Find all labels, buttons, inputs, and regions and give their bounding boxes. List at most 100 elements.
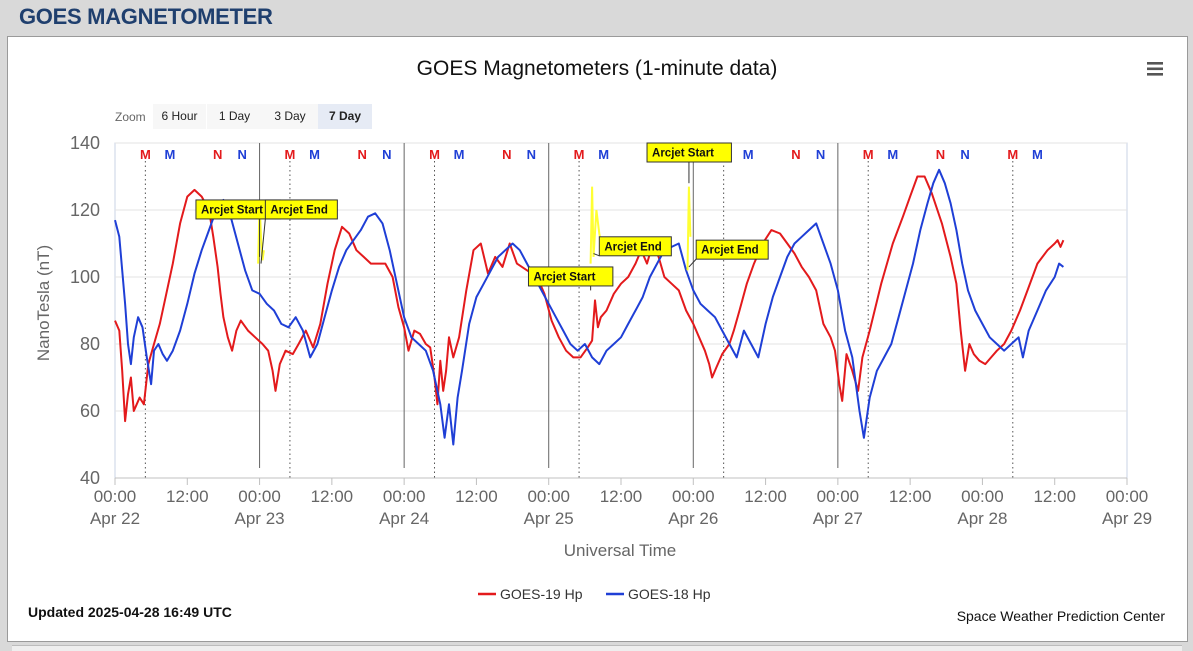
annotation-box xyxy=(598,236,672,257)
x-tick-time-label: 12:00 xyxy=(1033,487,1076,506)
chart-title: GOES Magnetometers (1-minute data) xyxy=(417,57,778,80)
credit-text: Space Weather Prediction Center xyxy=(957,608,1166,624)
annotation-text: Arcjet Start xyxy=(652,148,714,160)
y-tick-label: 120 xyxy=(70,200,100,220)
zoom-label: Zoom xyxy=(115,110,146,124)
annotation-pointer xyxy=(688,258,697,268)
updated-timestamp: Updated 2025-04-28 16:49 UTC xyxy=(28,604,232,620)
x-tick-time-label: 12:00 xyxy=(166,487,209,506)
x-tick-time-label: 00:00 xyxy=(527,487,570,506)
page-title: GOES MAGNETOMETER xyxy=(19,4,273,29)
legend-label: GOES-18 Hp xyxy=(628,586,711,602)
y-tick-label: 140 xyxy=(70,133,100,153)
annotation-box xyxy=(695,239,769,260)
event-marker-m: M xyxy=(429,147,440,162)
legend-item-goes-18-hp[interactable]: GOES-18 Hp xyxy=(606,586,711,602)
x-tick-time-label: 12:00 xyxy=(311,487,354,506)
event-marker-n: N xyxy=(213,147,222,162)
y-tick-label: 80 xyxy=(80,334,100,354)
zoom-button-label: 3 Day xyxy=(274,109,305,123)
annotation-arcjet-start: Arcjet Start xyxy=(646,142,732,184)
series-line-goes-18-hp xyxy=(114,168,1065,446)
x-tick-date-label: Apr 26 xyxy=(668,509,718,528)
event-marker-n: N xyxy=(816,147,825,162)
annotation-text: Arcjet Start xyxy=(533,271,595,283)
x-tick-date-label: Apr 28 xyxy=(957,509,1007,528)
y-tick-label: 100 xyxy=(70,267,100,287)
annotation-text: Arcjet End xyxy=(701,245,759,257)
event-marker-m: M xyxy=(574,147,585,162)
event-marker-m: M xyxy=(1032,147,1043,162)
annotation-box xyxy=(527,266,614,287)
x-tick-date-label: Apr 25 xyxy=(524,509,574,528)
x-tick-time-label: 12:00 xyxy=(744,487,787,506)
zoom-button-label: 1 Day xyxy=(219,109,250,123)
event-marker-m: M xyxy=(309,147,320,162)
zoom-button-1-day[interactable]: 1 Day xyxy=(207,104,262,129)
event-marker-m: M xyxy=(140,147,151,162)
event-marker-m: M xyxy=(285,147,296,162)
arcjet-segment xyxy=(589,186,604,264)
zoom-button-label: 6 Hour xyxy=(161,109,197,123)
x-tick-date-label: Apr 22 xyxy=(90,509,140,528)
zoom-button-7-day[interactable]: 7 Day xyxy=(318,104,372,129)
y-axis-label: NanoTesla (nT) xyxy=(34,245,53,361)
x-tick-date-label: Apr 27 xyxy=(813,509,863,528)
x-tick-date-label: Apr 24 xyxy=(379,509,429,528)
x-axis-label: Universal Time xyxy=(564,541,676,560)
event-marker-n: N xyxy=(382,147,391,162)
x-tick-time-label: 12:00 xyxy=(889,487,932,506)
annotation-box xyxy=(646,142,732,163)
horizontal-scrollbar[interactable] xyxy=(12,645,1182,651)
zoom-button-6-hour[interactable]: 6 Hour xyxy=(153,104,206,129)
annotation-arcjet-start: Arcjet Start xyxy=(527,266,614,291)
legend: GOES-19 Hp GOES-18 Hp xyxy=(478,586,711,602)
event-marker-m: M xyxy=(1007,147,1018,162)
annotation-text: Arcjet Start xyxy=(201,204,263,216)
legend-item-goes-19-hp[interactable]: GOES-19 Hp xyxy=(478,586,583,602)
event-marker-n: N xyxy=(936,147,945,162)
annotation-arcjet-end: Arcjet End xyxy=(593,236,672,257)
arcjet-segment xyxy=(686,186,692,271)
plot-area: 40 60 80 100 120 140 00:00 Apr 22 12:00 00:00 Apr … xyxy=(70,133,1152,528)
annotation-arcjet-end: Arcjet End xyxy=(260,199,338,264)
event-marker-m: M xyxy=(887,147,898,162)
x-tick-time-label: 12:00 xyxy=(455,487,498,506)
y-tick-label: 40 xyxy=(80,468,100,488)
y-tick-label: 60 xyxy=(80,401,100,421)
zoom-button-3-day[interactable]: 3 Day xyxy=(262,104,318,129)
x-tick-time-label: 00:00 xyxy=(1106,487,1149,506)
hamburger-menu-icon[interactable] xyxy=(1144,58,1166,80)
event-marker-n: N xyxy=(358,147,367,162)
page-header: GOES MAGNETOMETER xyxy=(0,0,1193,36)
annotation-arcjet-start: Arcjet Start xyxy=(195,199,281,257)
event-marker-m: M xyxy=(743,147,754,162)
annotation-pointer xyxy=(593,253,600,257)
annotation-arcjet-end: Arcjet End xyxy=(688,239,769,268)
event-marker-m: M xyxy=(598,147,609,162)
annotation-text: Arcjet End xyxy=(270,204,328,216)
zoom-button-group: 6 Hour 1 Day 3 Day 7 Day xyxy=(153,104,372,129)
x-tick-time-label: 00:00 xyxy=(383,487,426,506)
event-marker-m: M xyxy=(165,147,176,162)
annotation-box xyxy=(264,199,338,220)
series-line-goes-19-hp xyxy=(114,175,1065,423)
event-marker-n: N xyxy=(791,147,800,162)
event-marker-n: N xyxy=(960,147,969,162)
x-tick-date-label: Apr 29 xyxy=(1102,509,1152,528)
event-marker-n: N xyxy=(502,147,511,162)
event-marker-m: M xyxy=(454,147,465,162)
x-tick-time-label: 00:00 xyxy=(238,487,281,506)
x-tick-time-label: 00:00 xyxy=(672,487,715,506)
event-marker-n: N xyxy=(527,147,536,162)
x-tick-time-label: 00:00 xyxy=(817,487,860,506)
x-tick-date-label: Apr 23 xyxy=(235,509,285,528)
event-marker-m: M xyxy=(863,147,874,162)
event-marker-n: N xyxy=(238,147,247,162)
annotation-text: Arcjet End xyxy=(604,241,662,253)
annotation-pointer xyxy=(260,218,266,264)
x-tick-time-label: 00:00 xyxy=(94,487,137,506)
x-tick-time-label: 12:00 xyxy=(600,487,643,506)
legend-label: GOES-19 Hp xyxy=(500,586,583,602)
